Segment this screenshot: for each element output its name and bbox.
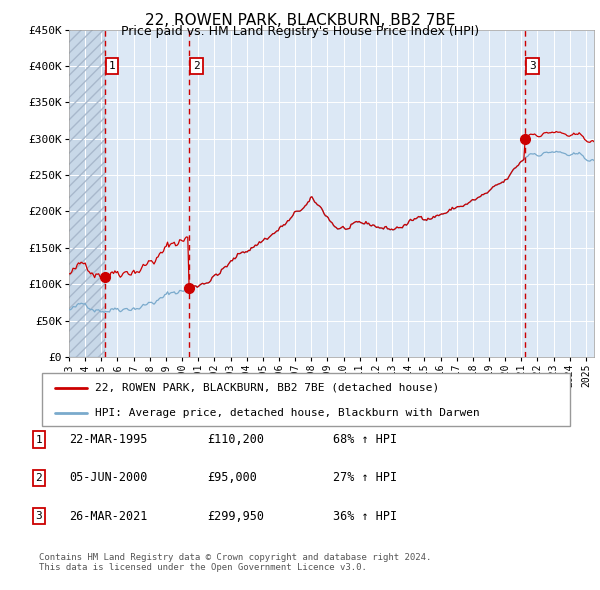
Bar [69,30,105,357]
Bar [525,30,594,357]
Text: 1: 1 [109,61,116,71]
Text: 36% ↑ HPI: 36% ↑ HPI [333,510,397,523]
Text: 05-JUN-2000: 05-JUN-2000 [69,471,148,484]
Text: 22, ROWEN PARK, BLACKBURN, BB2 7BE (detached house): 22, ROWEN PARK, BLACKBURN, BB2 7BE (deta… [95,383,439,393]
Text: 1: 1 [35,435,43,444]
Text: Price paid vs. HM Land Registry's House Price Index (HPI): Price paid vs. HM Land Registry's House … [121,25,479,38]
Text: Contains HM Land Registry data © Crown copyright and database right 2024.: Contains HM Land Registry data © Crown c… [39,553,431,562]
Bar [189,30,525,357]
Text: 2: 2 [193,61,200,71]
Text: 3: 3 [529,61,536,71]
Text: 26-MAR-2021: 26-MAR-2021 [69,510,148,523]
Bar [105,30,189,357]
Text: 68% ↑ HPI: 68% ↑ HPI [333,433,397,446]
Text: 22-MAR-1995: 22-MAR-1995 [69,433,148,446]
Text: 22, ROWEN PARK, BLACKBURN, BB2 7BE: 22, ROWEN PARK, BLACKBURN, BB2 7BE [145,13,455,28]
Text: 3: 3 [35,512,43,521]
Text: HPI: Average price, detached house, Blackburn with Darwen: HPI: Average price, detached house, Blac… [95,408,479,418]
Text: 2: 2 [35,473,43,483]
Text: £299,950: £299,950 [207,510,264,523]
Text: This data is licensed under the Open Government Licence v3.0.: This data is licensed under the Open Gov… [39,563,367,572]
Text: £110,200: £110,200 [207,433,264,446]
Bar [69,30,105,357]
Text: £95,000: £95,000 [207,471,257,484]
Text: 27% ↑ HPI: 27% ↑ HPI [333,471,397,484]
